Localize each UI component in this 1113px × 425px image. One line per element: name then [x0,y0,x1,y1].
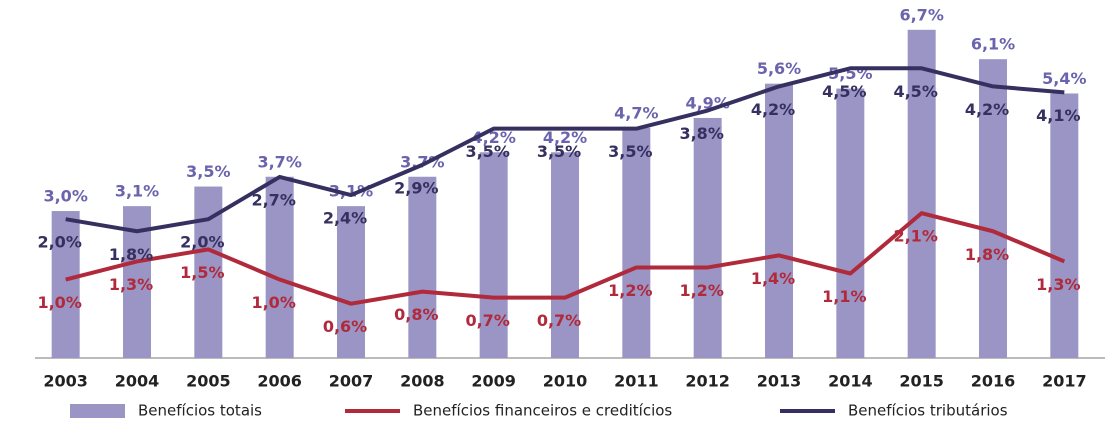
line-value-label: 2,7% [251,190,295,209]
bar [51,211,80,358]
bar-value-label: 3,7% [257,152,301,171]
line-value-label: 1,8% [965,245,1009,264]
line-value-label: 3,5% [608,142,652,161]
bar-value-label: 5,6% [757,59,801,78]
line-value-label: 4,2% [751,100,795,119]
bar-value-label: 3,1% [115,182,159,201]
x-tick-label: 2017 [1042,372,1087,391]
line-value-label: 3,8% [679,124,723,143]
line-value-label: 1,2% [679,281,723,300]
line-value-label: 1,0% [251,293,295,312]
bar [693,117,722,359]
x-tick-label: 2007 [329,372,374,391]
line [65,211,1066,306]
line-value-label: 4,2% [965,100,1009,119]
line-value-label: 4,1% [1036,106,1080,125]
bar [337,206,365,358]
bar-value-label: 3,5% [186,162,230,181]
x-tick-label: 2011 [614,372,659,391]
bar [765,83,793,359]
x-tick-label: 2015 [899,372,944,391]
bar [907,29,936,359]
bar [551,152,579,358]
x-tick-label: 2014 [828,372,873,391]
bar-value-label: 4,2% [543,128,587,147]
x-tick-label: 2016 [971,372,1016,391]
line-value-label: 1,0% [37,293,81,312]
x-tick-label: 2005 [186,372,231,391]
line-value-label: 2,0% [180,233,224,252]
line-value-label: 1,5% [180,263,224,282]
line-value-label: 3,5% [537,142,581,161]
line-value-label: 4,5% [893,82,937,101]
bar-value-label: 3,1% [329,182,373,201]
x-tick-label: 2010 [543,372,588,391]
line-value-label: 0,7% [537,311,581,330]
line-value-label: 2,4% [323,209,367,228]
line-value-label: 4,5% [822,82,866,101]
bar-value-label: 3,0% [43,187,87,206]
bar-value-label: 6,7% [899,5,943,24]
line-value-label: 2,1% [893,227,937,246]
bar [408,176,437,358]
bar-value-label: 5,4% [1042,69,1086,88]
line-value-label: 1,3% [109,275,153,294]
x-tick-label: 2012 [685,372,730,391]
line-value-label: 1,2% [608,281,652,300]
bar [265,176,294,358]
line-value-label: 2,9% [394,178,438,197]
bar [479,152,508,358]
bar-value-label: 6,1% [971,35,1015,54]
bar-value-label: 4,7% [614,103,658,122]
bar [836,88,865,358]
line [65,66,1065,234]
line-value-label: 0,7% [465,311,509,330]
bar [622,127,651,358]
line-value-label: 1,8% [109,245,153,264]
line-value-label: 2,0% [37,233,81,252]
x-tick-label: 2006 [257,372,302,391]
line-value-label: 1,1% [822,287,866,306]
x-tick-label: 2008 [400,372,445,391]
bar [979,59,1007,358]
legend-label: Benefícios financeiros e creditícios [413,402,672,420]
line-value-label: 1,3% [1036,275,1080,294]
x-tick-label: 2003 [43,372,88,391]
x-tick-label: 2004 [115,372,160,391]
bar [1050,93,1079,358]
line-value-label: 3,5% [465,142,509,161]
line-value-label: 0,6% [323,317,367,336]
legend-label: Benefícios tributários [848,402,1008,420]
x-tick-label: 2009 [471,372,516,391]
line-value-label: 0,8% [394,305,438,324]
legend-swatch [70,404,125,418]
line-value-label: 1,4% [751,269,795,288]
x-tick-label: 2013 [757,372,802,391]
legend-label: Benefícios totais [138,402,262,420]
